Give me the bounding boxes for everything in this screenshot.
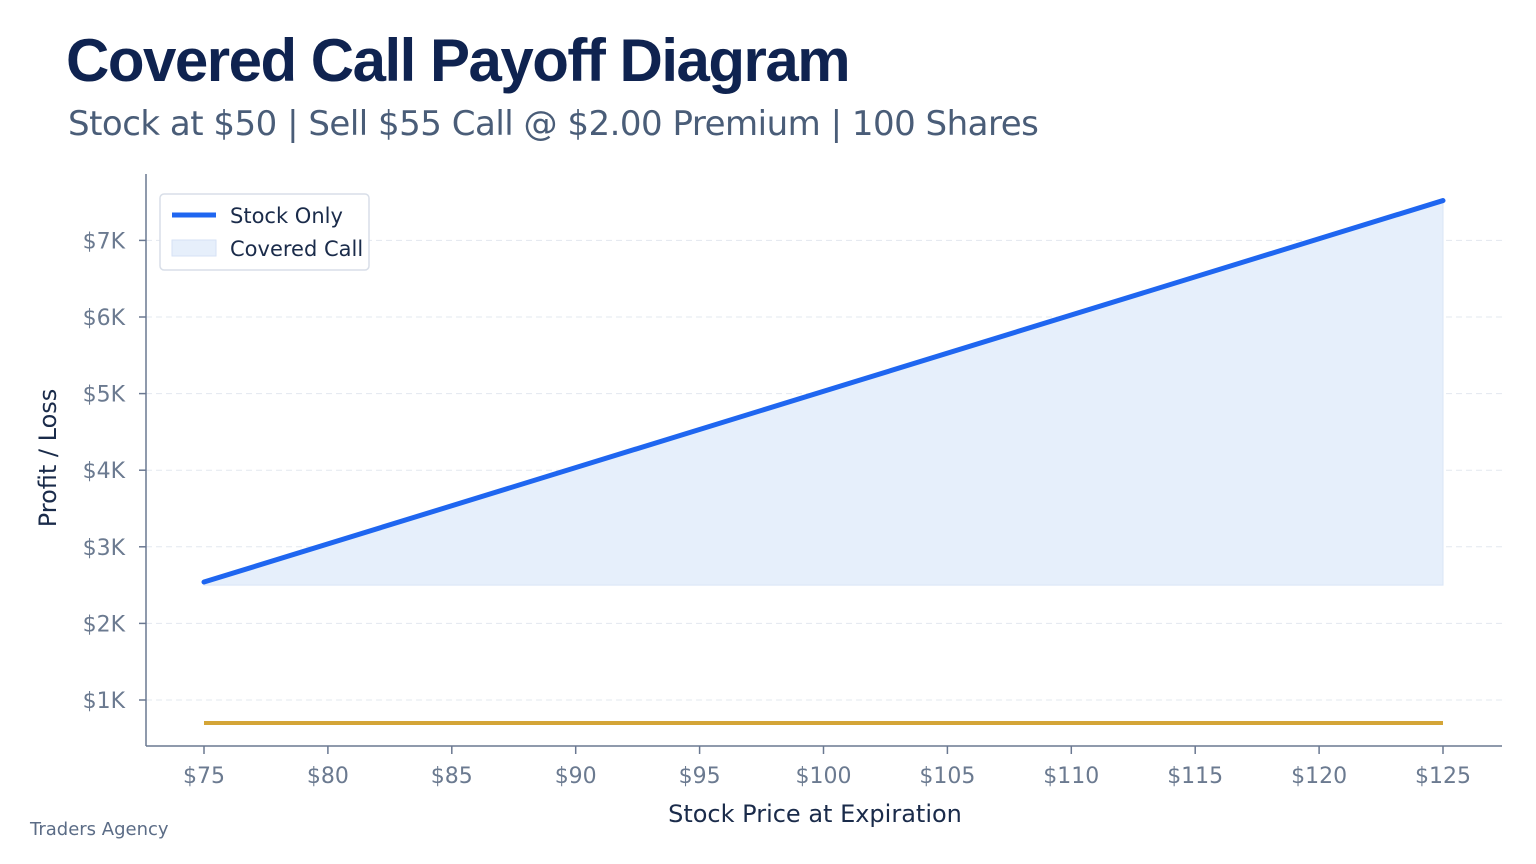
x-tick-label-4: $95 bbox=[679, 764, 721, 789]
x-tick-label-2: $85 bbox=[431, 764, 473, 789]
y-tick-label-2: $3K bbox=[83, 536, 126, 561]
x-tick-label-7: $110 bbox=[1043, 764, 1099, 789]
chart-subtitle: Stock at $50 | Sell $55 Call @ $2.00 Pre… bbox=[68, 104, 1039, 144]
y-tick-label-5: $6K bbox=[83, 306, 126, 331]
plot-series bbox=[201, 198, 1446, 725]
legend-swatch-covered-call bbox=[171, 239, 217, 257]
y-tick-label-1: $2K bbox=[83, 612, 126, 637]
x-tick-label-10: $125 bbox=[1415, 764, 1471, 789]
y-tick-label-4: $5K bbox=[83, 383, 126, 408]
x-tick-label-8: $115 bbox=[1167, 764, 1223, 789]
x-tick-label-1: $80 bbox=[307, 764, 349, 789]
stock-only-line bbox=[201, 198, 1446, 585]
x-tick-labels: $75 $80 $85 $90 $95 $100 $105 $110 $115 $120 $125 bbox=[183, 764, 1471, 789]
x-axis-title: Stock Price at Expiration bbox=[668, 800, 962, 828]
y-tick-label-3: $4K bbox=[83, 459, 126, 484]
y-tick-label-6: $7K bbox=[83, 229, 126, 254]
y-tick-labels: $1K $2K $3K $4K $5K $6K $7K bbox=[83, 229, 126, 714]
legend: Stock Only Covered Call bbox=[159, 193, 370, 271]
legend-label-stock-only: Stock Only bbox=[230, 204, 343, 228]
y-tick-label-0: $1K bbox=[83, 689, 126, 714]
axes bbox=[139, 174, 1502, 754]
x-tick-label-9: $120 bbox=[1291, 764, 1347, 789]
brand-label: Traders Agency bbox=[30, 819, 169, 840]
x-tick-label-3: $90 bbox=[555, 764, 597, 789]
chart-title: Covered Call Payoff Diagram bbox=[66, 27, 851, 94]
y-axis-title: Profit / Loss bbox=[34, 389, 62, 528]
x-tick-label-0: $75 bbox=[183, 764, 225, 789]
x-tick-label-6: $105 bbox=[919, 764, 975, 789]
legend-label-covered-call: Covered Call bbox=[230, 237, 363, 261]
x-tick-label-5: $100 bbox=[796, 764, 852, 789]
